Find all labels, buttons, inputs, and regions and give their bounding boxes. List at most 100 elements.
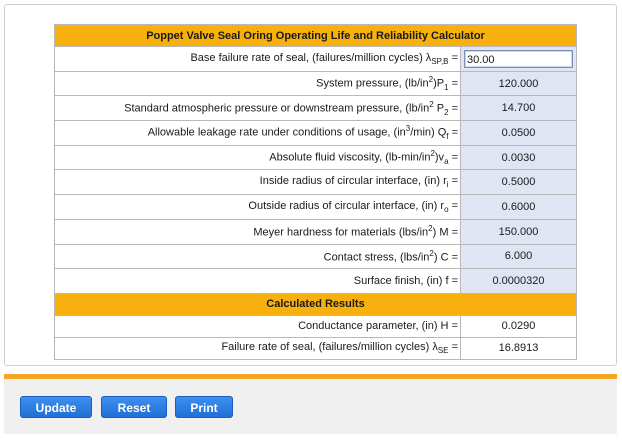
label-part-sub: f (446, 132, 449, 142)
label-part-sup: 3 (405, 124, 411, 134)
input-cell: 30.00 (459, 46, 578, 72)
input-cell: 0.0500 (459, 120, 578, 146)
input-row: Inside radius of circular interface, (in… (54, 169, 578, 196)
label-part-suffix: = (448, 341, 458, 354)
label-part-label: Inside radius of circular interface, (in… (259, 175, 447, 188)
input-cell: 6.000 (459, 243, 578, 270)
input-cell: 0.5000 (459, 169, 578, 196)
input-cell: 150.000 (459, 218, 578, 245)
input-field[interactable]: 120.000 (498, 77, 539, 90)
label-part-label2: /min) Q (410, 127, 447, 140)
label-part-suffix: = (448, 102, 458, 115)
label-part-suffix: = (448, 320, 458, 333)
label-part-sup: 2 (429, 249, 434, 259)
label-part-sub: a (444, 157, 449, 167)
results-title: Calculated Results (53, 292, 578, 316)
print-button[interactable]: Print (175, 396, 233, 418)
input-label: Allowable leakage rate under conditions … (54, 120, 461, 146)
label-part-sub: o (444, 205, 449, 215)
input-row: Contact stress, (lbs/in2) C = 6.000 (54, 243, 578, 270)
input-row: Surface finish, (in) f = 0.0000320 (54, 268, 578, 294)
result-value: 0.0290 (459, 314, 578, 338)
label-part-sub: 1 (444, 82, 449, 92)
label-part-sup: 2 (429, 99, 434, 109)
input-field[interactable]: 0.0030 (501, 151, 536, 164)
calculator-table: Poppet Valve Seal Oring Operating Life a… (53, 24, 578, 360)
label-part-sub: SP,B (431, 56, 449, 66)
result-value: 16.8913 (459, 336, 578, 360)
input-cell: 0.0000320 (459, 268, 578, 294)
result-label: Failure rate of seal, (failures/million … (54, 336, 461, 360)
calculator-title: Poppet Valve Seal Oring Operating Life a… (53, 24, 578, 47)
label-part-label: Conductance parameter, (in) H (298, 320, 449, 333)
input-field[interactable]: 0.6000 (501, 200, 536, 213)
input-row: Outside radius of circular interface, (i… (54, 194, 578, 220)
input-label: Inside radius of circular interface, (in… (54, 169, 461, 196)
input-cell: 0.0030 (459, 144, 578, 171)
result-row: Conductance parameter, (in) H = 0.0290 (54, 314, 578, 338)
label-part-label2: ) M (432, 226, 449, 239)
input-field[interactable]: 30.00 (464, 49, 574, 68)
input-row: Base failure rate of seal, (failures/mil… (54, 46, 578, 72)
input-cell: 0.6000 (459, 194, 578, 220)
input-row: Absolute fluid viscosity, (lb-min/in2)va… (54, 144, 578, 171)
input-label: Outside radius of circular interface, (i… (54, 194, 461, 220)
label-part-label2: ) C (433, 251, 449, 264)
label-part-label: Outside radius of circular interface, (i… (248, 199, 445, 212)
input-label: Surface finish, (in) f = (54, 268, 461, 294)
label-part-sup: 2 (428, 224, 433, 234)
reset-button[interactable]: Reset (101, 396, 167, 418)
label-part-label: Base failure rate of seal, (failures/mil… (190, 51, 432, 64)
label-part-suffix: = (448, 226, 458, 239)
input-field[interactable]: 0.0000320 (492, 275, 545, 288)
label-part-suffix: = (448, 51, 458, 64)
input-field[interactable]: 0.5000 (501, 176, 536, 189)
results-header-row: Calculated Results (53, 292, 578, 316)
label-part-label: System pressure, (lb/in (316, 77, 429, 90)
label-part-sup: 2 (430, 149, 435, 159)
input-row: Meyer hardness for materials (lbs/in2) M… (54, 218, 578, 245)
input-label: Absolute fluid viscosity, (lb-min/in2)va… (54, 144, 461, 171)
label-part-suffix: = (448, 175, 458, 188)
update-button[interactable]: Update (20, 396, 92, 418)
label-part-label: Surface finish, (in) f (353, 275, 449, 288)
input-field[interactable]: 150.000 (498, 225, 539, 238)
label-part-label: Failure rate of seal, (failures/million … (221, 341, 438, 354)
label-part-suffix: = (448, 251, 458, 264)
input-row: System pressure, (lb/in2)P1 = 120.000 (54, 70, 578, 97)
label-part-label2: )P (433, 77, 445, 90)
label-part-label2: P (433, 102, 445, 115)
input-label: Contact stress, (lbs/in2) C = (54, 243, 461, 270)
label-part-sub: 2 (444, 107, 449, 117)
label-part-sub: i (446, 180, 449, 190)
footer-divider (4, 374, 617, 379)
calculator-panel: Poppet Valve Seal Oring Operating Life a… (4, 4, 617, 366)
input-label: Base failure rate of seal, (failures/mil… (54, 46, 461, 72)
label-part-label: Absolute fluid viscosity, (lb-min/in (269, 151, 431, 164)
input-cell: 120.000 (459, 70, 578, 97)
input-field[interactable]: 0.0500 (501, 126, 536, 139)
label-part-label2: )v (434, 151, 445, 164)
input-cell: 14.700 (459, 95, 578, 122)
label-part-label: Contact stress, (lbs/in (323, 251, 430, 264)
input-label: System pressure, (lb/in2)P1 = (54, 70, 461, 97)
label-part-label: Meyer hardness for materials (lbs/in (253, 226, 429, 239)
input-field[interactable]: 14.700 (501, 102, 536, 115)
label-part-suffix: = (448, 199, 458, 212)
input-row: Allowable leakage rate under conditions … (54, 120, 578, 146)
label-part-suffix: = (448, 151, 458, 164)
result-label: Conductance parameter, (in) H = (54, 314, 461, 338)
label-part-sup: 2 (428, 75, 434, 85)
label-part-label: Allowable leakage rate under conditions … (147, 127, 406, 140)
label-part-suffix: = (448, 127, 458, 140)
result-row: Failure rate of seal, (failures/million … (54, 336, 578, 360)
button-bar: Update Reset Print (4, 379, 617, 434)
label-part-sub: SE (437, 346, 449, 356)
input-label: Meyer hardness for materials (lbs/in2) M… (54, 218, 461, 245)
input-label: Standard atmospheric pressure or downstr… (54, 95, 461, 122)
input-field[interactable]: 6.000 (504, 250, 533, 263)
input-row: Standard atmospheric pressure or downstr… (54, 95, 578, 122)
label-part-suffix: = (448, 275, 458, 288)
label-part-suffix: = (448, 77, 458, 90)
label-part-label: Standard atmospheric pressure or downstr… (124, 102, 430, 115)
